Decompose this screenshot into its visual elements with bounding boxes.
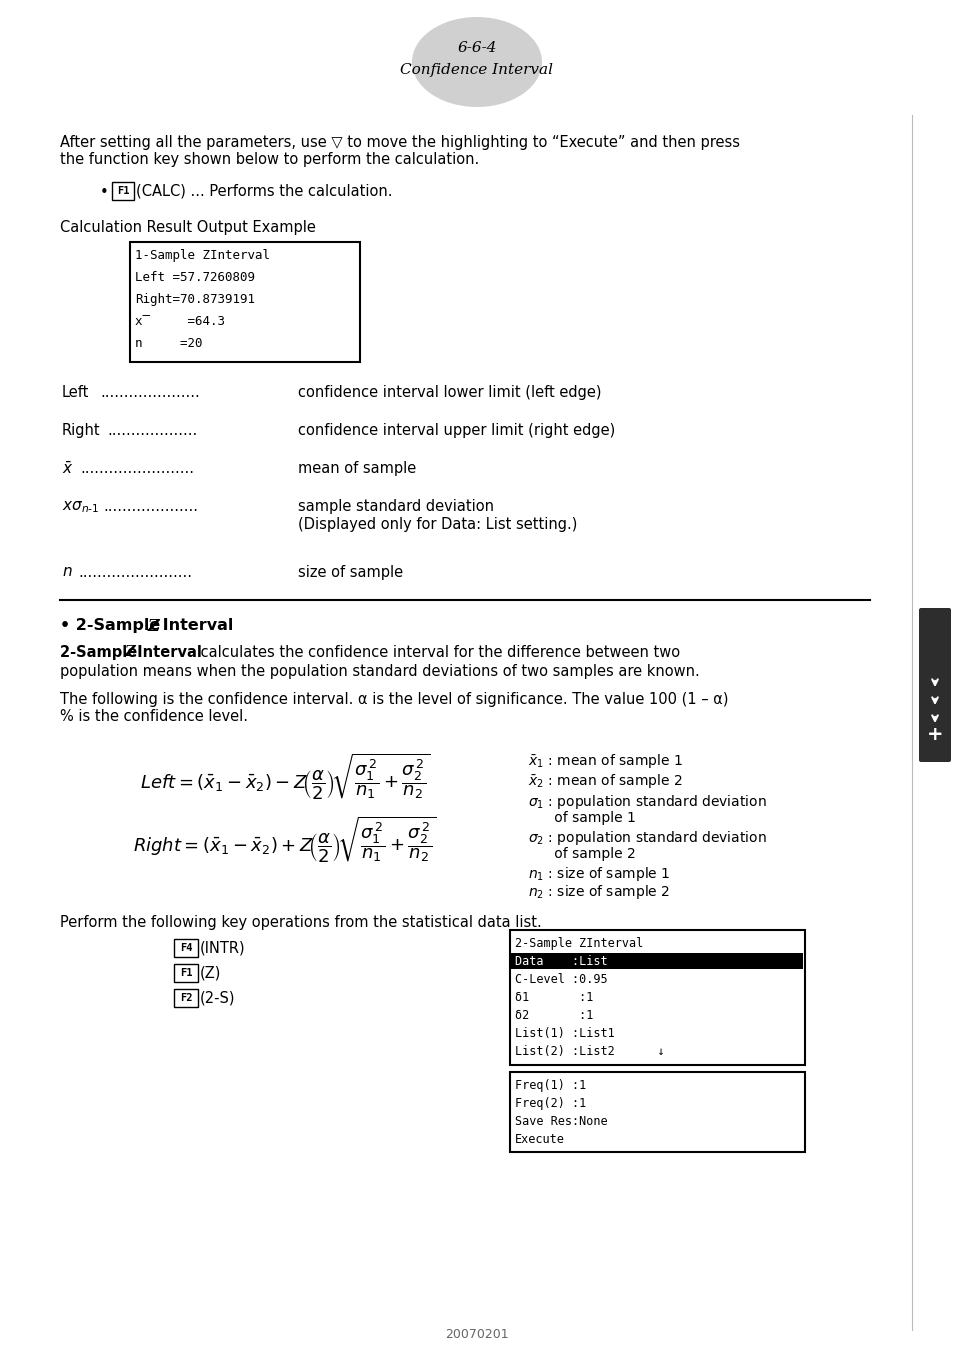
Text: n     =20: n =20 — [135, 337, 202, 350]
Text: F4: F4 — [179, 942, 193, 953]
Text: $n_1$ : size of sample 1: $n_1$ : size of sample 1 — [527, 865, 670, 883]
Text: Interval: Interval — [157, 618, 233, 633]
Text: δ2       :1: δ2 :1 — [515, 1009, 593, 1022]
Text: ........................: ........................ — [78, 565, 192, 580]
Text: confidence interval upper limit (right edge): confidence interval upper limit (right e… — [297, 423, 615, 438]
Text: $\mathit{Right} = (\bar{x}_1 - \bar{x}_2) + Z\!\left(\dfrac{\alpha}{2}\right)\!\: $\mathit{Right} = (\bar{x}_1 - \bar{x}_2… — [132, 815, 436, 865]
Text: Save Res:None: Save Res:None — [515, 1115, 607, 1128]
Text: $n$: $n$ — [62, 565, 72, 579]
Text: 20070201: 20070201 — [445, 1328, 508, 1341]
Text: (CALC) ... Performs the calculation.: (CALC) ... Performs the calculation. — [136, 184, 392, 199]
Text: ....................: .................... — [103, 499, 198, 514]
Text: calculates the confidence interval for the difference between two: calculates the confidence interval for t… — [195, 645, 679, 660]
Text: •: • — [100, 185, 113, 200]
Text: (2-S): (2-S) — [200, 991, 235, 1006]
Text: δ1       :1: δ1 :1 — [515, 991, 593, 1005]
Text: sample standard deviation: sample standard deviation — [297, 499, 494, 514]
FancyBboxPatch shape — [173, 990, 198, 1007]
FancyBboxPatch shape — [130, 242, 359, 362]
Ellipse shape — [412, 18, 541, 107]
Text: Freq(1) :1: Freq(1) :1 — [515, 1079, 586, 1092]
Text: Execute: Execute — [515, 1133, 564, 1146]
Text: $\bar{x}$: $\bar{x}$ — [62, 461, 73, 477]
Text: of sample 2: of sample 2 — [527, 846, 635, 861]
Text: $x\sigma_{n\text{-}1}$: $x\sigma_{n\text{-}1}$ — [62, 499, 99, 515]
Text: Freq(2) :1: Freq(2) :1 — [515, 1096, 586, 1110]
Text: After setting all the parameters, use ▽ to move the highlighting to “Execute” an: After setting all the parameters, use ▽ … — [60, 135, 740, 168]
Text: 1-Sample ZInterval: 1-Sample ZInterval — [135, 249, 270, 262]
FancyBboxPatch shape — [510, 1072, 804, 1152]
Text: of sample 1: of sample 1 — [527, 811, 636, 825]
Text: .....................: ..................... — [100, 385, 199, 400]
Text: $\sigma_2$ : population standard deviation: $\sigma_2$ : population standard deviati… — [527, 829, 766, 846]
Text: Confidence Interval: Confidence Interval — [400, 64, 553, 77]
FancyBboxPatch shape — [173, 940, 198, 957]
Text: $\bar{x}_1$ : mean of sample 1: $\bar{x}_1$ : mean of sample 1 — [527, 752, 682, 771]
Text: ........................: ........................ — [80, 461, 193, 476]
Text: List(1) :List1: List(1) :List1 — [515, 1028, 614, 1040]
Text: mean of sample: mean of sample — [297, 461, 416, 476]
Text: $\bar{x}_2$ : mean of sample 2: $\bar{x}_2$ : mean of sample 2 — [527, 772, 681, 790]
Text: 6-6-4: 6-6-4 — [456, 41, 497, 55]
Text: The following is the confidence interval. α is the level of significance. The va: The following is the confidence interval… — [60, 692, 728, 725]
Text: F1: F1 — [179, 968, 193, 977]
Text: $\sigma_1$ : population standard deviation: $\sigma_1$ : population standard deviati… — [527, 794, 766, 811]
Text: Calculation Result Output Example: Calculation Result Output Example — [60, 220, 315, 235]
Text: Right=70.8739191: Right=70.8739191 — [135, 293, 254, 306]
FancyBboxPatch shape — [173, 964, 198, 982]
Text: (INTR): (INTR) — [200, 941, 245, 956]
Text: • 2-Sample: • 2-Sample — [60, 618, 166, 633]
Text: x̅     =64.3: x̅ =64.3 — [135, 315, 225, 329]
Text: $\mathit{Left} = (\bar{x}_1 - \bar{x}_2) - Z\!\left(\dfrac{\alpha}{2}\right)\!\s: $\mathit{Left} = (\bar{x}_1 - \bar{x}_2)… — [139, 752, 430, 802]
Text: +: + — [925, 726, 943, 745]
Text: population means when the population standard deviations of two samples are know: population means when the population sta… — [60, 664, 699, 679]
Bar — [511, 953, 802, 969]
Text: Interval: Interval — [132, 645, 202, 660]
Text: $n_2$ : size of sample 2: $n_2$ : size of sample 2 — [527, 883, 670, 900]
Text: List(2) :List2      ↓: List(2) :List2 ↓ — [515, 1045, 664, 1059]
Text: confidence interval lower limit (left edge): confidence interval lower limit (left ed… — [297, 385, 601, 400]
Text: Left =57.7260809: Left =57.7260809 — [135, 270, 254, 284]
FancyBboxPatch shape — [112, 183, 133, 200]
Text: (Displayed only for Data: List setting.): (Displayed only for Data: List setting.) — [297, 516, 577, 531]
Text: Z: Z — [148, 618, 159, 635]
Text: Left: Left — [62, 385, 90, 400]
Text: F1: F1 — [116, 187, 129, 196]
Text: Z: Z — [124, 645, 134, 658]
FancyBboxPatch shape — [510, 930, 804, 1065]
Text: Perform the following key operations from the statistical data list.: Perform the following key operations fro… — [60, 915, 541, 930]
Text: 2-Sample ZInterval: 2-Sample ZInterval — [515, 937, 642, 950]
Text: F2: F2 — [179, 992, 193, 1003]
Text: (Z): (Z) — [200, 965, 221, 980]
Text: Right: Right — [62, 423, 100, 438]
FancyBboxPatch shape — [918, 608, 950, 763]
Text: 2-Sample: 2-Sample — [60, 645, 142, 660]
Text: size of sample: size of sample — [297, 565, 403, 580]
Text: ...................: ................... — [107, 423, 197, 438]
Text: C-Level :0.95: C-Level :0.95 — [515, 973, 607, 986]
Text: Data    :List: Data :List — [515, 955, 607, 968]
